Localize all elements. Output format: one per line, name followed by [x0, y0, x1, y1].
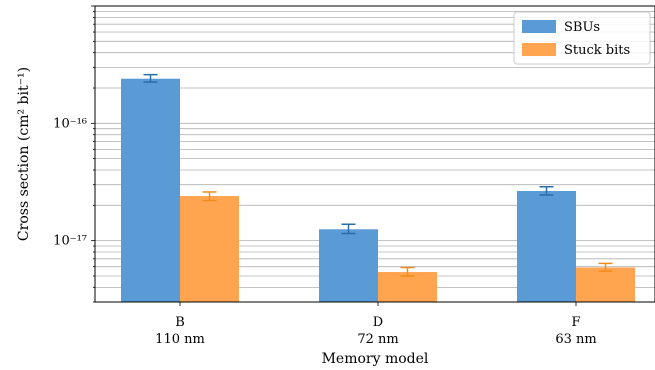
x-axis-label: Memory model: [322, 351, 429, 367]
x-tick-sublabel: 110 nm: [155, 332, 205, 347]
y-tick-label: 10⁻¹⁷: [53, 234, 87, 249]
x-tick-sublabel: 72 nm: [357, 332, 398, 347]
y-axis-ticks: 10⁻¹⁶ 10⁻¹⁷: [53, 5, 95, 303]
plot-frame: [94, 5, 655, 303]
bar: [576, 267, 635, 302]
legend-label: Stuck bits: [564, 43, 630, 58]
bars: [121, 78, 635, 302]
bar: [180, 196, 239, 302]
y-axis-label: Cross section (cm² bit⁻¹): [16, 67, 32, 241]
bar: [378, 272, 437, 302]
legend-swatch: [522, 20, 556, 33]
legend: SBUs Stuck bits: [513, 11, 651, 65]
error-bars: [143, 73, 613, 277]
bar: [517, 190, 576, 302]
x-axis-ticks: B 110 nm D 72 nm F 63 nm: [155, 302, 597, 347]
legend-label: SBUs: [564, 20, 600, 35]
legend-swatch: [522, 43, 556, 56]
bar: [319, 229, 378, 302]
x-tick-sublabel: 63 nm: [555, 332, 596, 347]
x-tick-label: D: [373, 315, 383, 330]
bar: [121, 78, 180, 302]
x-tick-label: B: [175, 315, 185, 330]
y-tick-label: 10⁻¹⁶: [53, 116, 87, 131]
x-tick-label: F: [571, 315, 580, 330]
